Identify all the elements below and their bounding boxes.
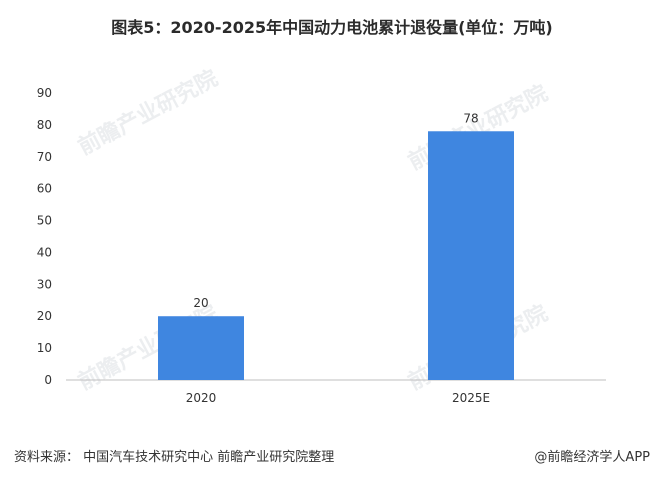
y-tick-label: 0 <box>44 373 52 387</box>
y-axis-tick-labels: 0 10 20 30 40 50 60 70 80 90 <box>37 86 52 387</box>
y-tick-label: 20 <box>37 309 52 323</box>
x-tick-label: 2020 <box>186 391 217 405</box>
x-axis-tick-labels: 2020 2025E <box>186 391 490 405</box>
bars-group <box>158 131 514 380</box>
data-label: 78 <box>463 111 478 125</box>
bar-2025E <box>428 131 514 380</box>
bar-2020 <box>158 316 244 380</box>
y-tick-label: 40 <box>37 245 52 259</box>
x-tick-label: 2025E <box>452 391 490 405</box>
data-label: 20 <box>193 296 208 310</box>
y-tick-label: 80 <box>37 118 52 132</box>
y-tick-label: 50 <box>37 214 52 228</box>
y-tick-label: 10 <box>37 341 52 355</box>
y-tick-label: 30 <box>37 277 52 291</box>
credit-note: @前瞻经济学人APP <box>534 450 650 465</box>
y-tick-label: 70 <box>37 150 52 164</box>
source-note: 资料来源： 中国汽车技术研究中心 前瞻产业研究院整理 <box>14 450 335 465</box>
y-tick-label: 90 <box>37 86 52 100</box>
y-tick-label: 60 <box>37 182 52 196</box>
chart-title: 图表5：2020-2025年中国动力电池累计退役量(单位：万吨) <box>111 18 553 37</box>
